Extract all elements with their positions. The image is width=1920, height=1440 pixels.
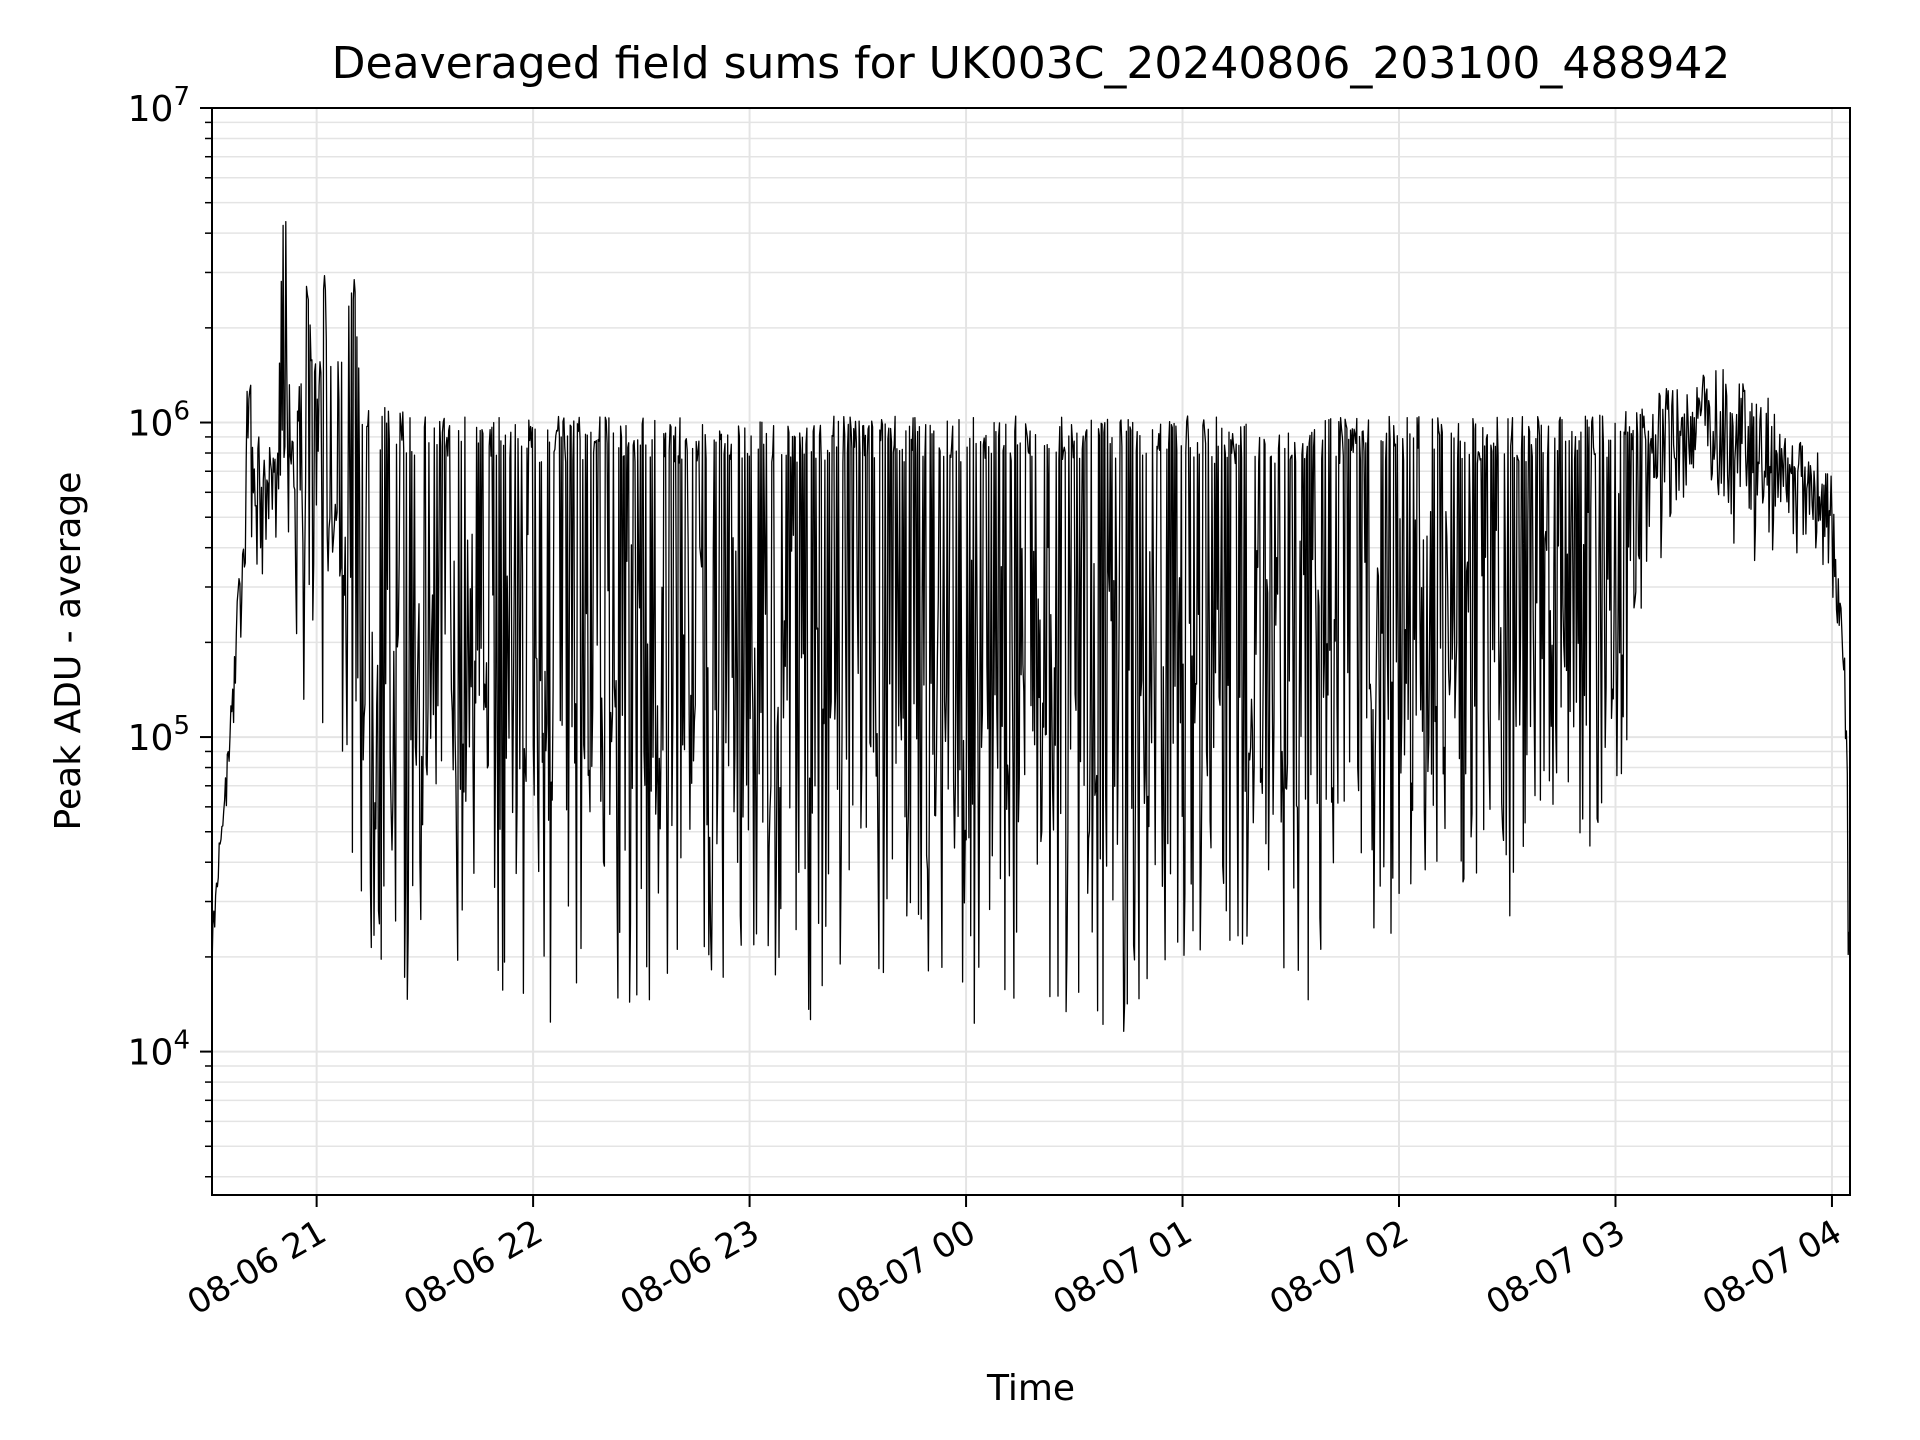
plot-frame <box>211 107 1851 1196</box>
y-tick-label-exponent: 5 <box>173 711 190 741</box>
y-tick-label: 105 <box>128 711 190 759</box>
series-line <box>211 220 1850 1032</box>
y-tick-label-base: 10 <box>128 89 174 130</box>
y-tick-label-exponent: 6 <box>173 397 190 427</box>
y-axis-label: Peak ADU - average <box>48 472 89 831</box>
y-tick-label: 107 <box>128 82 190 130</box>
y-tick-label-base: 10 <box>128 1033 174 1074</box>
series-layer <box>211 220 1850 1032</box>
x-axis-label: Time <box>986 1368 1075 1409</box>
y-tick-label-exponent: 7 <box>173 82 190 112</box>
chart-title: Deaveraged field sums for UK003C_2024080… <box>332 38 1731 89</box>
y-tick-label-base: 10 <box>128 404 174 445</box>
y-tick-label-base: 10 <box>128 718 174 759</box>
y-tick-label: 104 <box>128 1026 190 1074</box>
y-tick-label-exponent: 4 <box>173 1026 190 1056</box>
y-tick-label: 106 <box>128 397 190 445</box>
